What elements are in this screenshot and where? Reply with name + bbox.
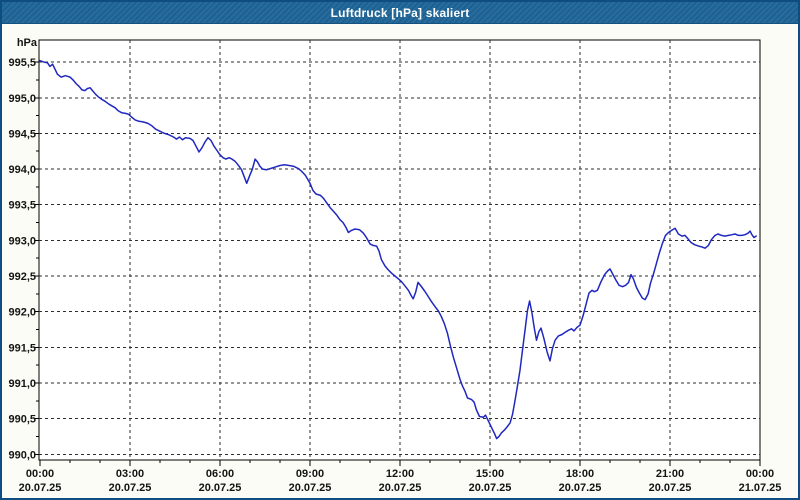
x-tick-time-label: 00:00	[26, 468, 54, 480]
window-title: Luftdruck [hPa] skaliert	[330, 6, 470, 20]
x-tick-time-label: 21:00	[656, 468, 684, 480]
y-tick-label: 991,5	[8, 342, 36, 354]
x-tick-date-label: 20.07.25	[379, 482, 422, 494]
window-title-bar[interactable]: Luftdruck [hPa] skaliert	[2, 2, 798, 24]
y-tick-label: 991,0	[8, 378, 36, 390]
x-tick-date-label: 20.07.25	[109, 482, 152, 494]
x-tick-date-label: 20.07.25	[19, 482, 62, 494]
y-tick-label: 992,5	[8, 271, 36, 283]
y-tick-label: 995,5	[8, 57, 36, 69]
x-tick-date-label: 20.07.25	[649, 482, 692, 494]
y-tick-label: 995,0	[8, 93, 36, 105]
x-tick-time-label: 18:00	[566, 468, 594, 480]
chart-area: 990,0 990,5 991,0 991,5 992,0 992,5 993,0 993,5…	[2, 24, 798, 497]
y-tick-label: 994,5	[8, 128, 36, 140]
y-tick-label: 993,5	[8, 200, 36, 212]
x-tick-date-label: 20.07.25	[289, 482, 332, 494]
y-tick-label: 994,0	[8, 164, 36, 176]
pressure-line-chart: 990,0 990,5 991,0 991,5 992,0 992,5 993,0 993,5…	[8, 37, 782, 494]
pressure-series-line	[39, 59, 757, 440]
y-tick-label: 993,0	[8, 235, 36, 247]
x-tick-date-label: 20.07.25	[469, 482, 512, 494]
x-tick-time-label: 15:00	[476, 468, 504, 480]
x-tick-date-label: 21.07.25	[739, 482, 782, 494]
x-tick-time-label: 09:00	[296, 468, 324, 480]
x-tick-date-label: 20.07.25	[199, 482, 242, 494]
y-axis-unit-label: hPa	[17, 37, 38, 49]
x-tick-time-label: 03:00	[116, 468, 144, 480]
x-tick-time-label: 06:00	[206, 468, 234, 480]
x-tick-time-label: 00:00	[746, 468, 774, 480]
y-tick-label: 990,0	[8, 449, 36, 461]
y-tick-label: 990,5	[8, 414, 36, 426]
x-tick-date-label: 20.07.25	[559, 482, 602, 494]
y-tick-label: 992,0	[8, 307, 36, 319]
x-tick-time-label: 12:00	[386, 468, 414, 480]
